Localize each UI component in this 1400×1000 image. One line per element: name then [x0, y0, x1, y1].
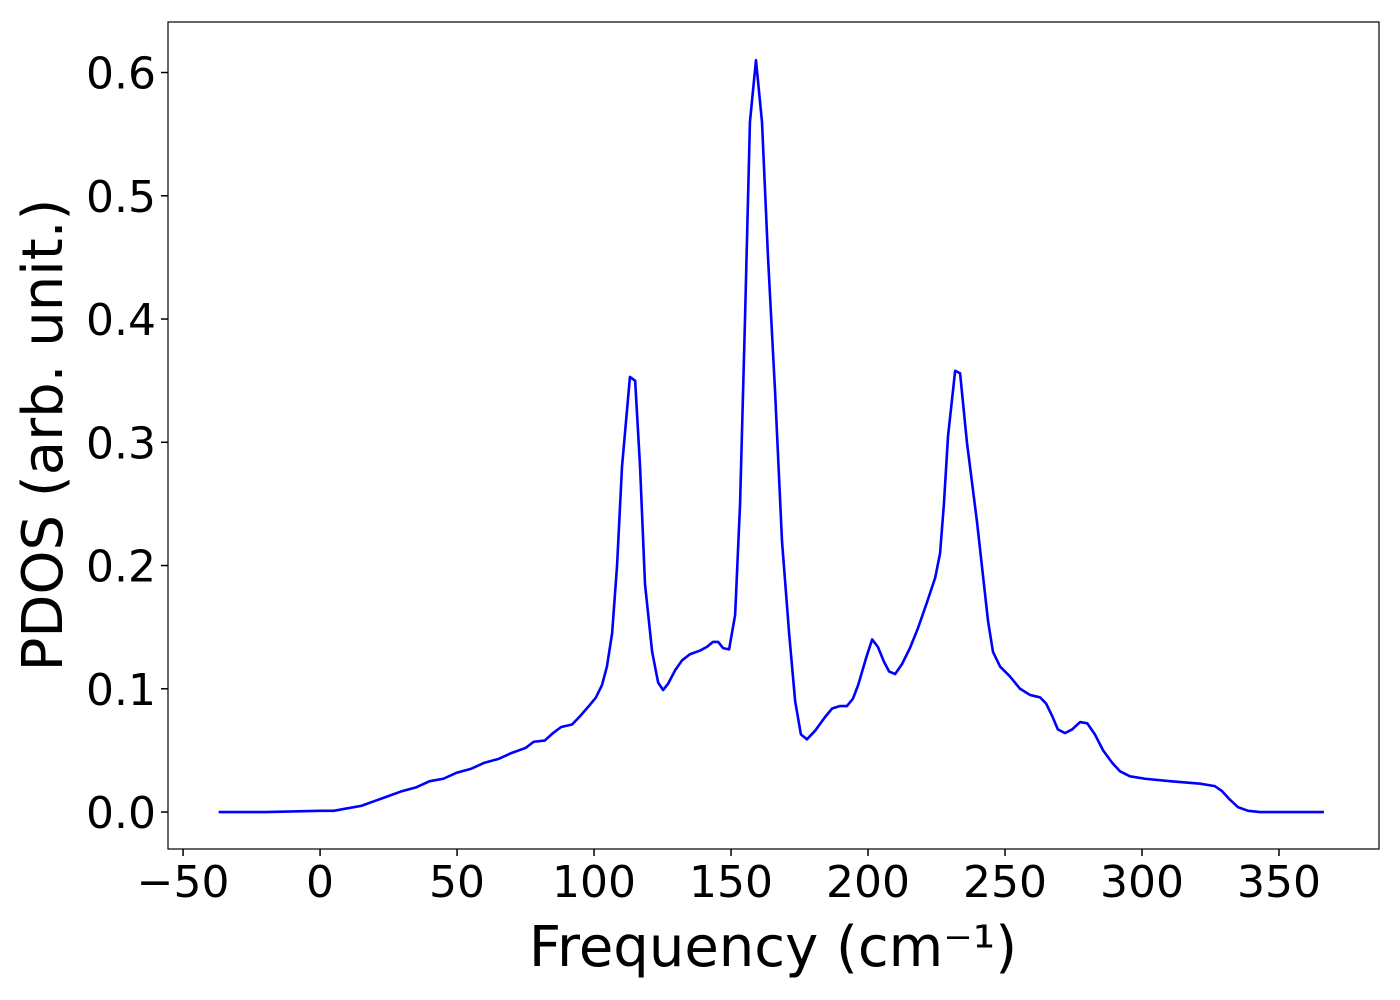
x-tick-label: 100 [552, 857, 636, 908]
y-tick-label: 0.6 [86, 49, 156, 100]
x-tick-label: −50 [137, 857, 230, 908]
y-axis-label: PDOS (arb. unit.) [11, 199, 76, 672]
y-tick-label: 0.3 [86, 418, 156, 469]
y-tick-label: 0.0 [86, 788, 156, 839]
y-tick-label: 0.5 [86, 172, 156, 223]
y-tick-label: 0.1 [86, 665, 156, 716]
plot-frame [167, 21, 1380, 850]
x-tick-label: 150 [689, 857, 773, 908]
data-line [218, 58, 1324, 814]
x-tick-label: 250 [963, 857, 1047, 908]
y-tick-label: 0.2 [86, 542, 156, 593]
x-tick-label: 0 [306, 857, 334, 908]
x-tick-label: 200 [826, 857, 910, 908]
y-tick-label: 0.4 [86, 295, 156, 346]
x-axis-label: Frequency (cm⁻¹) [529, 915, 1017, 980]
x-tick-label: 300 [1100, 857, 1184, 908]
x-tick-label: 50 [429, 857, 485, 908]
x-tick-label: 350 [1237, 857, 1321, 908]
